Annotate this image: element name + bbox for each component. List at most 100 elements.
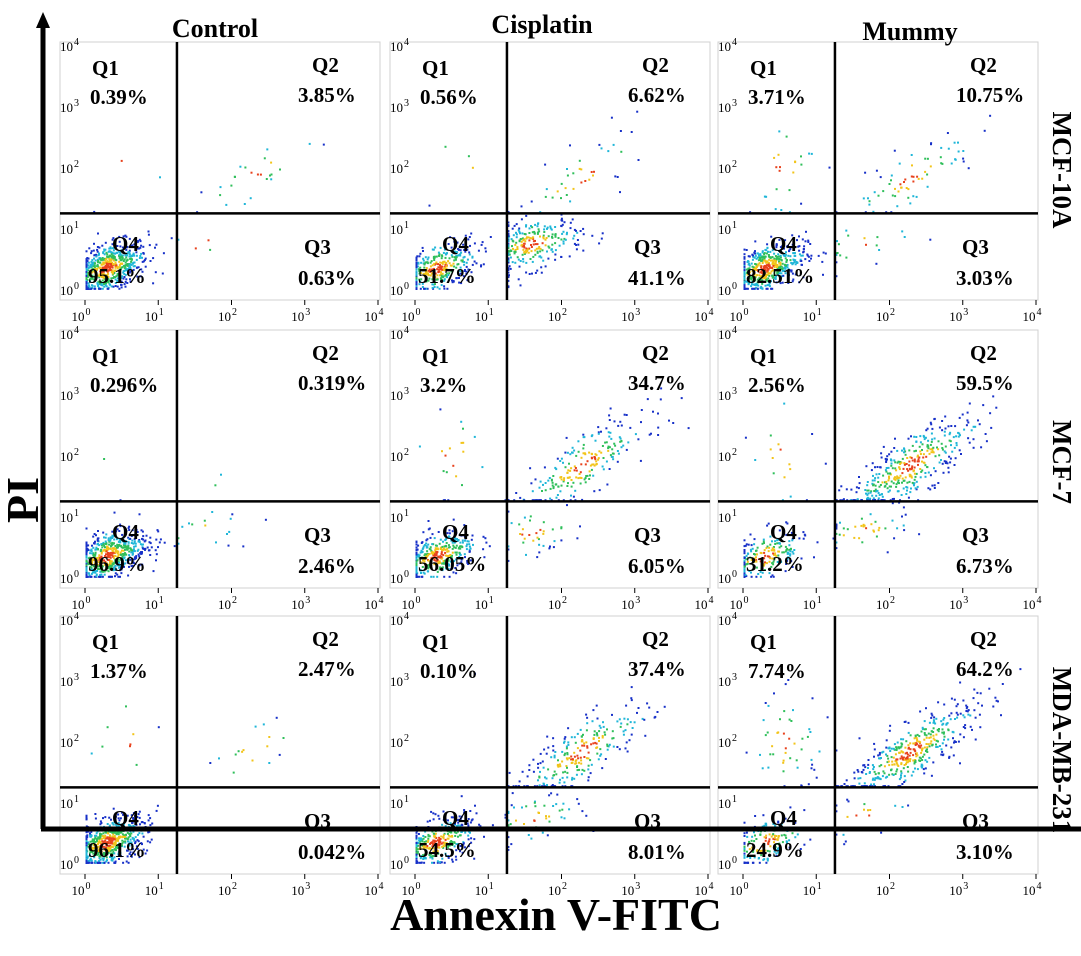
event-dot (542, 521, 545, 524)
event-dot (777, 269, 780, 272)
event-dot (142, 535, 145, 538)
event-dot (430, 810, 433, 813)
event-dot (129, 280, 132, 283)
event-dot (637, 438, 640, 441)
event-dot (90, 263, 93, 266)
event-dot (93, 210, 96, 213)
event-dot (93, 533, 96, 535)
event-dots (85, 458, 267, 578)
event-dot (515, 233, 518, 236)
event-dot (415, 263, 418, 266)
event-dot (781, 244, 784, 247)
event-dot (873, 479, 876, 482)
event-dot (416, 265, 419, 268)
event-dot (96, 548, 99, 550)
event-dot (903, 447, 905, 450)
event-dot (845, 488, 848, 491)
event-dot (188, 522, 190, 525)
event-dot (584, 453, 587, 456)
q4-label: Q4 (112, 232, 139, 256)
event-dot (432, 283, 435, 286)
event-dot (913, 458, 916, 461)
event-dot (783, 266, 786, 269)
event-dot (600, 237, 603, 240)
event-dot (591, 457, 593, 460)
event-dot (781, 267, 784, 270)
event-dot (759, 275, 762, 278)
event-dot (144, 548, 146, 551)
event-dot (913, 478, 916, 481)
event-dot (754, 267, 756, 270)
event-dot (943, 460, 946, 463)
event-dot (111, 273, 114, 276)
event-dot (873, 191, 876, 194)
event-dot (887, 466, 890, 469)
event-dot (132, 253, 135, 256)
event-dot (126, 263, 129, 265)
event-dot (91, 271, 94, 274)
event-dot (428, 277, 431, 280)
event-dot (907, 188, 910, 191)
event-dot (967, 167, 970, 170)
event-dot (867, 497, 870, 500)
event-dot (522, 541, 525, 544)
event-dot (520, 240, 523, 243)
event-dot (943, 434, 946, 437)
event-dot (605, 460, 608, 463)
event-dot (657, 434, 660, 436)
event-dot (107, 537, 110, 540)
event-dot (445, 267, 448, 270)
event-dot (533, 230, 536, 233)
event-dot (802, 276, 805, 279)
event-dot (835, 252, 838, 255)
event-dot (760, 266, 763, 269)
event-dot (932, 446, 935, 449)
event-dot (897, 190, 900, 193)
event-dot (887, 490, 890, 493)
event-dot (429, 261, 432, 264)
event-dot (114, 276, 117, 279)
event-dot (124, 234, 127, 237)
event-dot (985, 440, 988, 443)
event-dot (88, 284, 90, 287)
event-dot (779, 266, 781, 269)
event-dot (134, 545, 137, 548)
event-dot (115, 530, 118, 533)
event-dot (149, 824, 152, 827)
event-dot (465, 242, 467, 245)
event-dot (912, 470, 915, 473)
event-dot (562, 230, 565, 233)
event-dot (91, 274, 94, 277)
event-dot (129, 270, 132, 273)
event-dot (116, 245, 119, 247)
event-dot (512, 240, 515, 243)
event-dot (118, 255, 121, 258)
event-dot (89, 549, 92, 552)
event-dot (142, 252, 145, 255)
event-dot (543, 466, 546, 469)
event-dot (904, 178, 907, 181)
event-dot (141, 260, 144, 263)
event-dot (557, 237, 560, 239)
event-dot (439, 246, 442, 249)
event-dot (788, 463, 791, 466)
event-dot (114, 266, 117, 269)
q4-percent: 31.2% (746, 552, 804, 576)
event-dot (453, 546, 456, 549)
event-dot (560, 255, 563, 258)
event-dot (523, 251, 526, 253)
event-dot (460, 259, 463, 262)
event-dot (962, 160, 965, 163)
event-dot (532, 240, 535, 243)
event-dot (450, 246, 453, 249)
q1-percent: 0.296% (90, 373, 158, 397)
event-dot (765, 275, 768, 278)
event-dot (507, 230, 510, 233)
event-dot (561, 223, 564, 226)
event-dot (531, 272, 533, 275)
event-dot (415, 287, 418, 290)
event-dot (104, 560, 107, 563)
q3-label: Q3 (634, 235, 661, 259)
event-dot (565, 436, 568, 439)
event-dot (779, 254, 782, 257)
